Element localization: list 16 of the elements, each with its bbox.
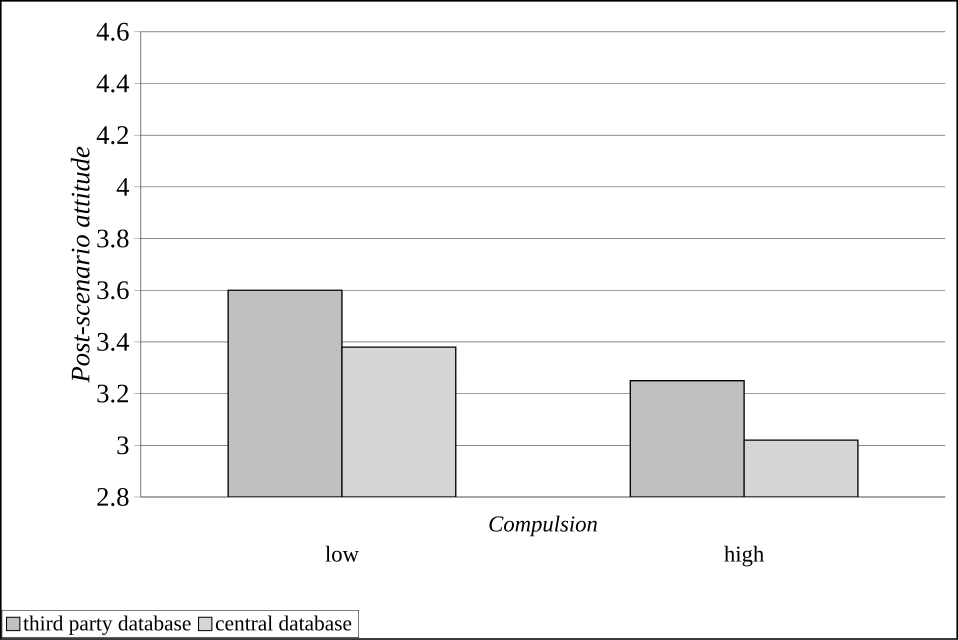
x-tick-label: low xyxy=(325,546,359,562)
y-tick-label: 4.6 xyxy=(96,22,129,41)
legend-label: third party database xyxy=(23,616,191,636)
y-tick-label: 3.6 xyxy=(97,281,129,300)
y-tick-label: 4.2 xyxy=(96,126,128,144)
y-tick-label: 2.8 xyxy=(97,488,128,506)
y-tick-label: 4.4 xyxy=(96,74,130,93)
y-tick-label: 3.4 xyxy=(97,332,130,352)
y-tick-label: 3.2 xyxy=(97,384,128,403)
y-tick-label: 4 xyxy=(116,178,130,196)
x-axis-title: Compulsion xyxy=(489,516,597,536)
legend-label: central database xyxy=(216,616,352,631)
x-tick-label: high xyxy=(724,546,764,566)
y-tick-label: 3.8 xyxy=(97,230,128,248)
y-tick-label: 3 xyxy=(117,436,128,454)
y-axis-title: Post-scenario attitude xyxy=(70,146,90,383)
